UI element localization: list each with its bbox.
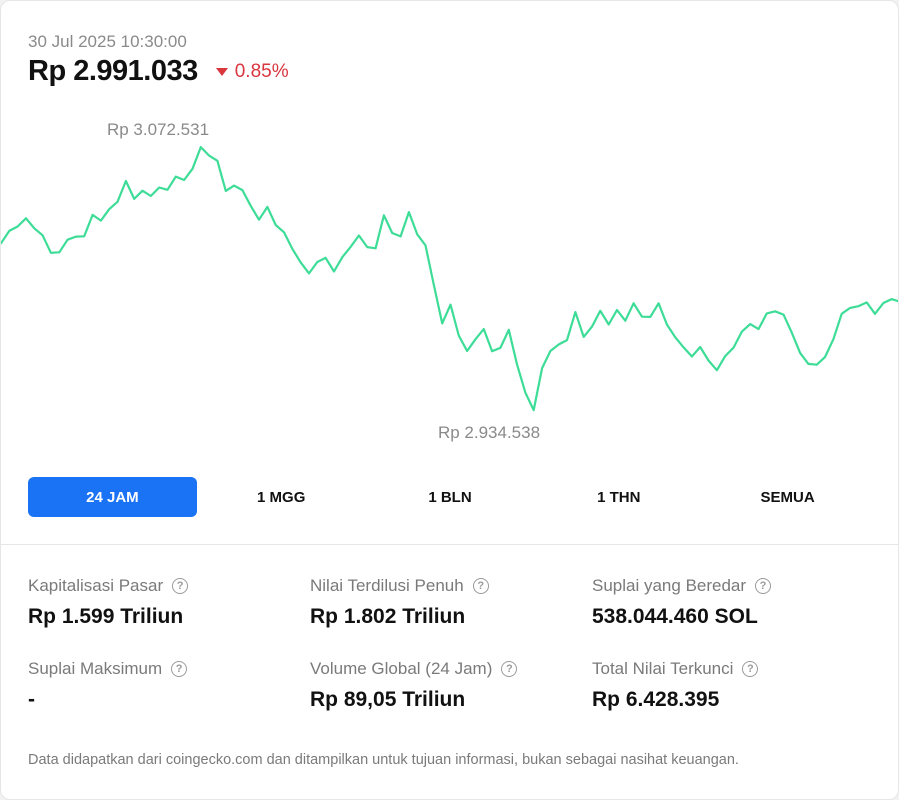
stat-value: Rp 1.802 Triliun [310, 605, 466, 628]
stat-label: Volume Global (24 Jam) [310, 659, 493, 678]
stat-value: Rp 1.599 Triliun [28, 605, 184, 628]
stat-circulating-supply: Suplai yang Beredar? 538.044.460 SOL [592, 575, 874, 633]
stat-fully-diluted: Nilai Terdilusi Penuh? Rp 1.802 Triliun [310, 575, 592, 633]
chart-low-label: Rp 2.934.538 [438, 423, 540, 442]
help-icon[interactable]: ? [742, 661, 759, 677]
stat-label: Nilai Terdilusi Penuh [310, 576, 464, 595]
triangle-down-icon [215, 67, 228, 76]
price-chart[interactable]: Rp 3.072.531 Rp 2.934.538 [1, 101, 899, 461]
stat-total-value-locked: Total Nilai Terkunci? Rp 6.428.395 [592, 658, 874, 716]
stat-market-cap: Kapitalisasi Pasar? Rp 1.599 Triliun [28, 575, 310, 633]
price-change-percent: 0.85% [234, 60, 289, 82]
tab-1-mgg[interactable]: 1 MGG [257, 488, 306, 506]
divider [1, 544, 898, 545]
stat-label: Kapitalisasi Pasar [28, 576, 164, 595]
tab-24-jam[interactable]: 24 JAM [28, 477, 197, 517]
price-line [1, 146, 898, 412]
price-change: 0.85% [215, 60, 289, 83]
help-icon[interactable]: ? [501, 661, 518, 677]
stat-label: Total Nilai Terkunci [592, 659, 734, 678]
price-row: Rp 2.991.033 0.85% [28, 55, 289, 88]
stat-label: Suplai yang Beredar [592, 576, 747, 595]
stat-value: - [28, 688, 35, 711]
chart-high-label: Rp 3.072.531 [107, 120, 209, 139]
stat-label: Suplai Maksimum [28, 659, 163, 678]
current-price: Rp 2.991.033 [28, 55, 198, 87]
tab-1-bln[interactable]: 1 BLN [428, 488, 472, 506]
help-icon[interactable]: ? [755, 578, 772, 594]
stat-global-volume: Volume Global (24 Jam)? Rp 89,05 Triliun [310, 658, 592, 716]
disclaimer: Data didapatkan dari coingecko.com dan d… [28, 752, 739, 768]
stat-value: Rp 6.428.395 [592, 688, 720, 711]
time-range-tabs: 24 JAM 1 MGG 1 BLN 1 THN SEMUA [28, 477, 872, 517]
tab-semua[interactable]: SEMUA [760, 488, 815, 506]
help-icon[interactable]: ? [472, 578, 489, 594]
timestamp: 30 Jul 2025 10:30:00 [28, 32, 187, 51]
tab-1-thn[interactable]: 1 THN [597, 488, 641, 506]
stats-grid: Kapitalisasi Pasar? Rp 1.599 Triliun Nil… [28, 575, 888, 716]
stat-value: Rp 89,05 Triliun [310, 688, 466, 711]
stat-value: 538.044.460 SOL [592, 605, 758, 628]
stat-max-supply: Suplai Maksimum? - [28, 658, 310, 716]
help-icon[interactable]: ? [171, 661, 188, 677]
help-icon[interactable]: ? [172, 578, 189, 594]
